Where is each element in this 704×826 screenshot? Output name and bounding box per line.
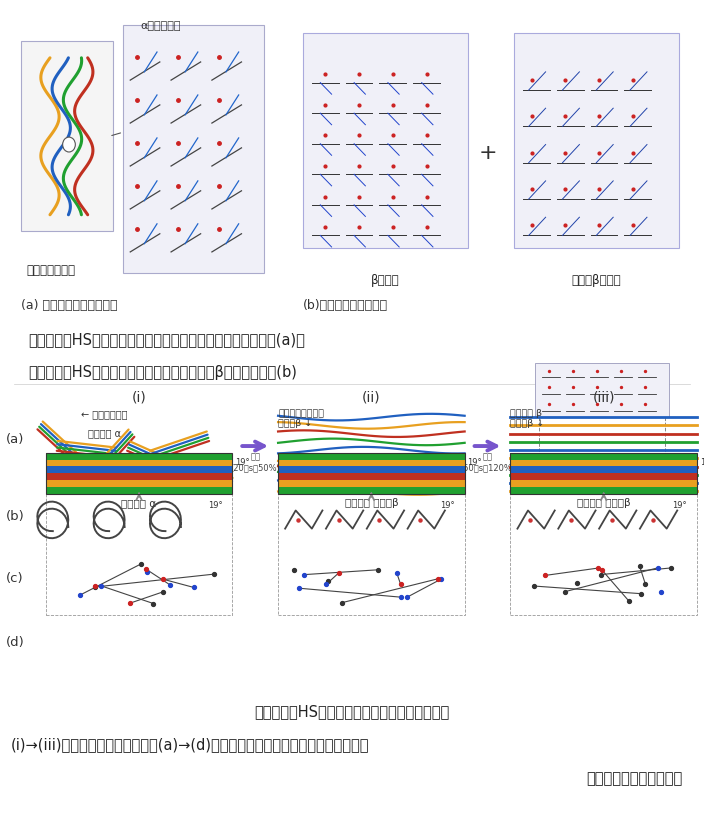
Text: (a) 未延伸フィルムの構造: (a) 未延伸フィルムの構造	[21, 299, 118, 312]
Bar	[510, 453, 697, 459]
Text: 配向アモルファス
クロスβ ↓: 配向アモルファス クロスβ ↓	[278, 409, 324, 428]
Bar	[278, 487, 465, 494]
Bar	[46, 473, 232, 480]
Bar	[278, 453, 465, 459]
Bar	[510, 459, 697, 467]
Bar	[123, 25, 264, 273]
Circle shape	[63, 137, 75, 152]
Bar	[514, 33, 679, 248]
Bar	[510, 482, 697, 615]
Bar	[510, 473, 697, 480]
Text: +: +	[479, 143, 497, 163]
Text: 19°: 19°	[235, 458, 250, 468]
Bar	[278, 459, 465, 467]
Text: （吉岡太陽、亀田恒徳）: （吉岡太陽、亀田恒徳）	[586, 771, 683, 786]
Text: クロスβシート: クロスβシート	[572, 274, 621, 287]
Text: コイルドコイル: コイルドコイル	[26, 264, 75, 278]
Text: (c): (c)	[6, 572, 23, 585]
Bar	[46, 487, 232, 494]
Text: コイルド α: コイルド α	[88, 428, 121, 438]
Text: (ii): (ii)	[362, 391, 381, 405]
Bar	[510, 467, 697, 473]
Text: (b)延伸フィルムの構造: (b)延伸フィルムの構造	[303, 299, 388, 312]
Bar	[46, 480, 232, 487]
Bar	[46, 459, 232, 467]
Text: 19°: 19°	[467, 458, 482, 468]
Text: (d): (d)	[6, 636, 25, 649]
Text: コイルド α: コイルド α	[122, 498, 156, 508]
Bar	[46, 467, 232, 473]
Bar	[46, 482, 232, 615]
Bar	[46, 453, 232, 459]
Text: 19°: 19°	[440, 501, 455, 510]
Text: 図１　再生HSフィルムの基本構造であるコイルドコイル構造(a)と: 図１ 再生HSフィルムの基本構造であるコイルドコイル構造(a)と	[28, 332, 305, 347]
Bar	[535, 363, 669, 417]
Text: (b): (b)	[6, 510, 25, 523]
Bar	[510, 453, 697, 494]
Bar	[278, 453, 465, 494]
Text: (i): (i)	[132, 391, 146, 405]
Text: コイルド クロスβ: コイルド クロスβ	[577, 498, 631, 508]
Bar	[46, 453, 232, 494]
Text: 延伸
(20＜s＜50%): 延伸 (20＜s＜50%)	[230, 453, 280, 472]
Text: ← アモルファス: ← アモルファス	[81, 409, 127, 419]
Text: (iii): (iii)	[593, 391, 615, 405]
Bar	[510, 480, 697, 487]
Bar	[278, 482, 465, 615]
Text: コイルド クロスβ: コイルド クロスβ	[344, 498, 398, 508]
Bar	[21, 41, 113, 231]
Bar	[510, 487, 697, 494]
Text: 延伸
(50＜s＜120%): 延伸 (50＜s＜120%)	[460, 453, 515, 472]
Bar	[303, 33, 468, 248]
Bar	[278, 473, 465, 480]
Text: ノーマル β
クロスβ ↓: ノーマル β クロスβ ↓	[510, 409, 545, 428]
Text: 19°: 19°	[208, 501, 222, 510]
Text: 19°: 19°	[672, 501, 687, 510]
Text: 延伸再生HSフィルムで形成される二種類のβ－シート構造(b): 延伸再生HSフィルムで形成される二種類のβ－シート構造(b)	[28, 365, 297, 380]
Bar	[278, 467, 465, 473]
Bar	[278, 480, 465, 487]
Text: (a): (a)	[6, 433, 24, 446]
Text: βシート: βシート	[371, 274, 399, 287]
Text: αヘリックス: αヘリックス	[141, 21, 182, 31]
Text: (i)→(iii)は構造変化のステージ、(a)→(d)は各ステージにおける階層構造を示す。: (i)→(iii)は構造変化のステージ、(a)→(d)は各ステージにおける階層構…	[11, 737, 369, 752]
Text: 図２　再生HSフィルムの延伸加工中の構造変化: 図２ 再生HSフィルムの延伸加工中の構造変化	[254, 704, 450, 719]
Text: 19°: 19°	[700, 458, 704, 468]
